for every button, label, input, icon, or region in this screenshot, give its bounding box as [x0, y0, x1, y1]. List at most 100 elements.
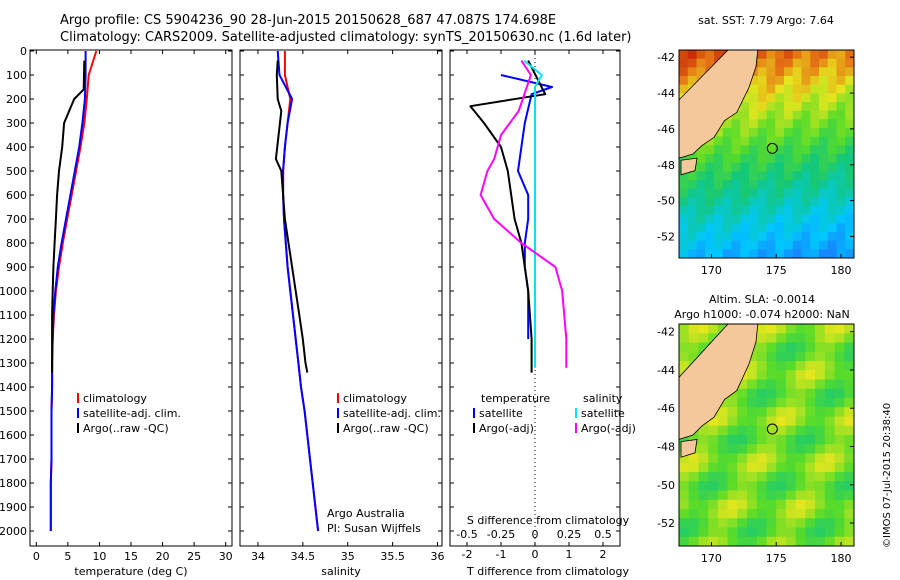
sla-map-panel: 170 175 180 -42 -44 -46 -48 -50 -52 Altim. SLA: -… [657, 293, 855, 565]
sla-cell [785, 444, 797, 454]
sla-cell [815, 425, 826, 436]
sst-cell [819, 145, 829, 155]
sla-cell [795, 370, 806, 380]
sst-cell [731, 119, 741, 129]
sst-cell [810, 110, 820, 120]
sst-cell [801, 223, 811, 233]
sla-cell [766, 379, 777, 390]
sst-cell [792, 110, 802, 120]
sla-cell [795, 416, 806, 427]
sst-cell [705, 206, 715, 216]
sst-cell [775, 76, 785, 86]
sla-cell [717, 509, 729, 519]
sst-cell [845, 145, 855, 155]
sla-cell [737, 462, 748, 473]
sla-cell [805, 472, 816, 482]
sla-cell [834, 509, 845, 519]
sst-cell [731, 214, 741, 224]
sst-cell [749, 162, 759, 172]
sla-cell [679, 490, 690, 501]
sla-map-land [679, 324, 759, 440]
sla-cell [679, 536, 690, 547]
sst-cell [731, 128, 741, 138]
sla-cell [834, 425, 845, 436]
sst-cell [819, 102, 829, 112]
sst-cell [836, 188, 846, 198]
sst-cell [740, 119, 750, 129]
sla-map-argo-marker [766, 423, 778, 435]
sla-cell [679, 435, 690, 445]
sst-cell [731, 223, 741, 233]
sla-map-ytick-label: -50 [657, 479, 675, 492]
sla-cell [727, 416, 738, 427]
sla-cell [679, 333, 690, 343]
diff-xlabel-top: S difference from climatology [467, 514, 630, 527]
sst-cell [792, 119, 802, 129]
sst-cell [810, 145, 820, 155]
sst-cell [836, 232, 846, 242]
temp-legend-argo-label: Argo(..raw -QC) [83, 422, 169, 435]
sst-cell [705, 50, 715, 60]
sla-cell [824, 527, 836, 538]
sst-cell [775, 119, 785, 129]
sst-cell [722, 162, 732, 172]
sla-cell [756, 407, 767, 417]
sla-cell [737, 509, 748, 519]
sst-cell [810, 76, 820, 86]
temp-xtick-label: 15 [124, 550, 138, 563]
sla-cell [747, 407, 758, 417]
sla-cell [805, 407, 816, 417]
sla-cell [717, 435, 729, 445]
sst-cell [845, 58, 855, 68]
sla-cell [776, 472, 787, 482]
sst-cell [775, 249, 785, 259]
sst-map-xtick-label: 180 [831, 264, 852, 277]
sla-cell [747, 499, 758, 510]
sst-cell [705, 232, 715, 242]
sla-cell [844, 490, 855, 501]
sst-cell [714, 232, 724, 242]
sla-map-ytick-label: -48 [657, 440, 675, 453]
sla-cell [795, 398, 806, 408]
sla-cell [717, 472, 729, 482]
temp-ytick-label: 800 [6, 237, 27, 250]
sst-cell [696, 232, 706, 242]
sst-cell [722, 206, 732, 216]
diff-xtick-label: 1 [566, 548, 573, 561]
sla-cell [805, 444, 816, 454]
sst-cell [696, 180, 706, 190]
sst-cell [757, 206, 767, 216]
sst-cell [757, 223, 767, 233]
sst-map-ytick-label: -42 [657, 51, 675, 64]
sst-cell [731, 110, 741, 120]
sst-cell [766, 206, 776, 216]
sla-cell [795, 407, 806, 417]
sla-cell [756, 361, 767, 371]
temp-ytick-label: 100 [6, 69, 27, 82]
sst-cell [784, 154, 794, 164]
sla-cell [844, 379, 855, 390]
sst-cell [731, 249, 741, 259]
diff-xtick-label: -1 [496, 548, 507, 561]
sla-cell [727, 444, 738, 454]
sal-legend-satellite-label: satellite-adj. clim. [343, 407, 441, 420]
sst-cell [784, 232, 794, 242]
sla-cell [766, 370, 777, 380]
sla-cell [776, 416, 787, 427]
sla-cell [688, 490, 699, 501]
sst-cell [819, 67, 829, 77]
sst-map-title: sat. SST: 7.79 Argo: 7.64 [698, 14, 834, 27]
sla-cell [737, 425, 748, 436]
sst-cell [714, 240, 724, 250]
sla-cell [824, 370, 836, 380]
sst-cell [819, 232, 829, 242]
sla-cell [708, 425, 719, 436]
sst-cell [687, 206, 697, 216]
sla-cell [756, 388, 767, 399]
sla-cell [717, 453, 729, 464]
sla-cell [766, 462, 777, 473]
sla-cell [737, 518, 748, 528]
sla-cell [824, 518, 836, 528]
sst-cell [845, 249, 855, 259]
sla-cell [776, 527, 787, 538]
